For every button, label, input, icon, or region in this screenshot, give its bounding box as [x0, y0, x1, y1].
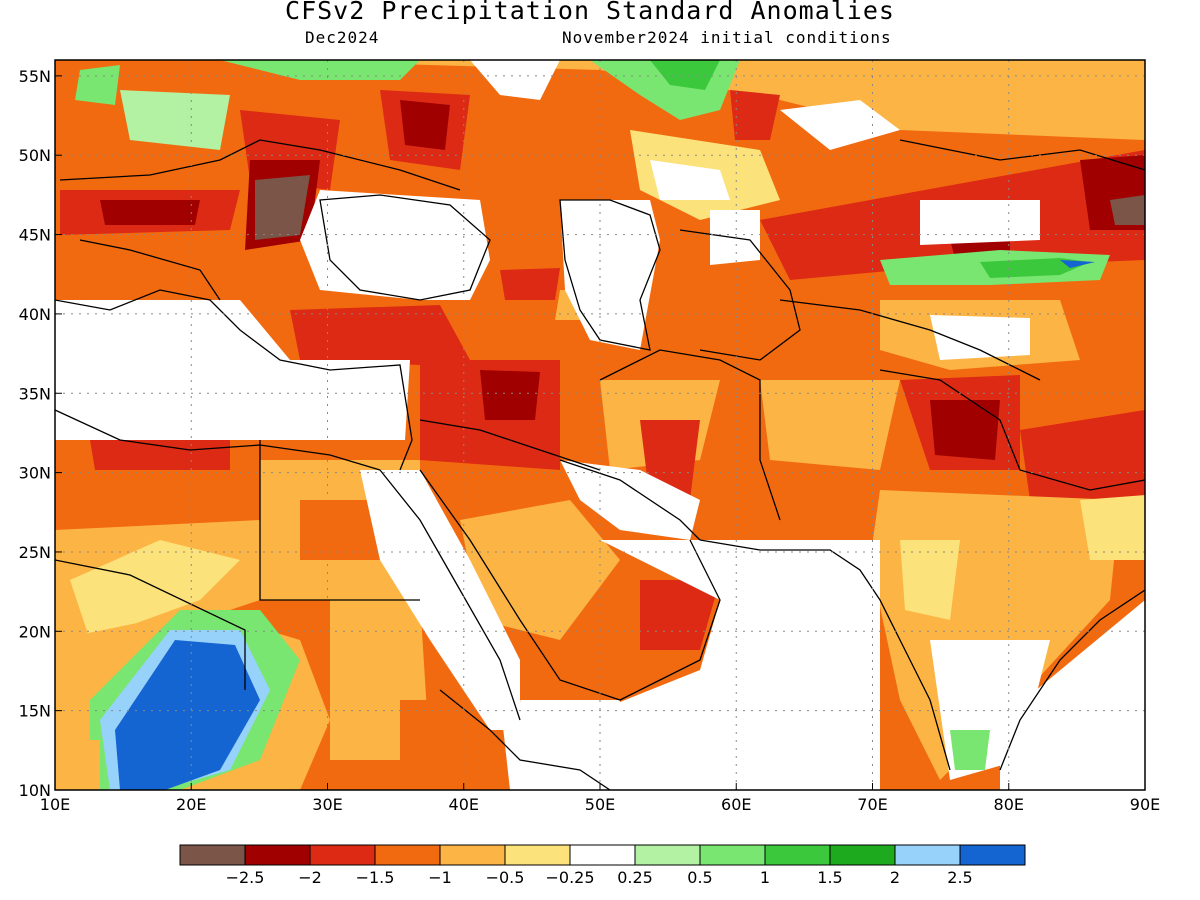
lon-tick-label: 70E [857, 795, 887, 814]
map-title: CFSv2 Precipitation Standard Anomalies [285, 0, 895, 25]
axis-labels: 10E 20E 30E 40E 50E 60E 70E 80E 90E 10N 15N 20N 25N 3… [19, 67, 1161, 814]
legend-label: −2.5 [226, 868, 265, 887]
legend-swatch [374, 844, 441, 866]
lon-tick-label: 60E [721, 795, 751, 814]
legend-swatch [959, 844, 1026, 866]
legend-swatch [829, 844, 896, 866]
lat-tick-label: 30N [19, 464, 51, 483]
legend-label: 1 [760, 868, 770, 887]
lon-tick-label: 10E [40, 795, 70, 814]
legend-label: 2.5 [947, 868, 972, 887]
legend-swatch [244, 844, 311, 866]
lon-tick-label: 30E [312, 795, 342, 814]
lat-tick-label: 15N [19, 702, 51, 721]
graticule [55, 60, 1145, 790]
legend-swatch [309, 844, 376, 866]
lat-tick-label: 45N [19, 226, 51, 245]
legend-swatch [439, 844, 506, 866]
lat-tick-label: 55N [19, 67, 51, 86]
target-month-label: Dec2024 [305, 28, 380, 47]
legend-swatch [569, 844, 636, 866]
coastlines [55, 139, 1145, 790]
lat-tick-label: 25N [19, 543, 51, 562]
legend-label: 1.5 [817, 868, 842, 887]
legend-label: 2 [890, 868, 900, 887]
legend-label: −1.5 [356, 868, 395, 887]
lat-tick-label: 20N [19, 622, 51, 641]
lat-tick-label: 10N [19, 781, 51, 800]
lon-tick-label: 20E [176, 795, 206, 814]
legend-label: −0.5 [486, 868, 525, 887]
lat-tick-label: 40N [19, 305, 51, 324]
legend-label: −0.25 [545, 868, 594, 887]
lat-tick-label: 50N [19, 146, 51, 165]
legend-swatch [894, 844, 961, 866]
color-legend: −2.5 −2 −1.5 −1 −0.5 −0.25 0.25 0.5 1 1.5 2 2.5 [179, 844, 1026, 887]
anomaly-shading [55, 60, 1145, 790]
legend-label: 0.25 [617, 868, 653, 887]
legend-swatch [634, 844, 701, 866]
lat-tick-label: 35N [19, 384, 51, 403]
initial-conditions-label: November2024 initial conditions [562, 28, 892, 47]
legend-label: −1 [428, 868, 452, 887]
legend-swatch [179, 844, 246, 866]
legend-swatch [764, 844, 831, 866]
lon-tick-label: 40E [449, 795, 479, 814]
legend-label: 0.5 [687, 868, 712, 887]
lon-tick-label: 80E [994, 795, 1024, 814]
lon-tick-label: 50E [585, 795, 615, 814]
lon-tick-label: 90E [1130, 795, 1160, 814]
legend-label: −2 [298, 868, 322, 887]
legend-swatch [699, 844, 766, 866]
legend-swatch [504, 844, 571, 866]
